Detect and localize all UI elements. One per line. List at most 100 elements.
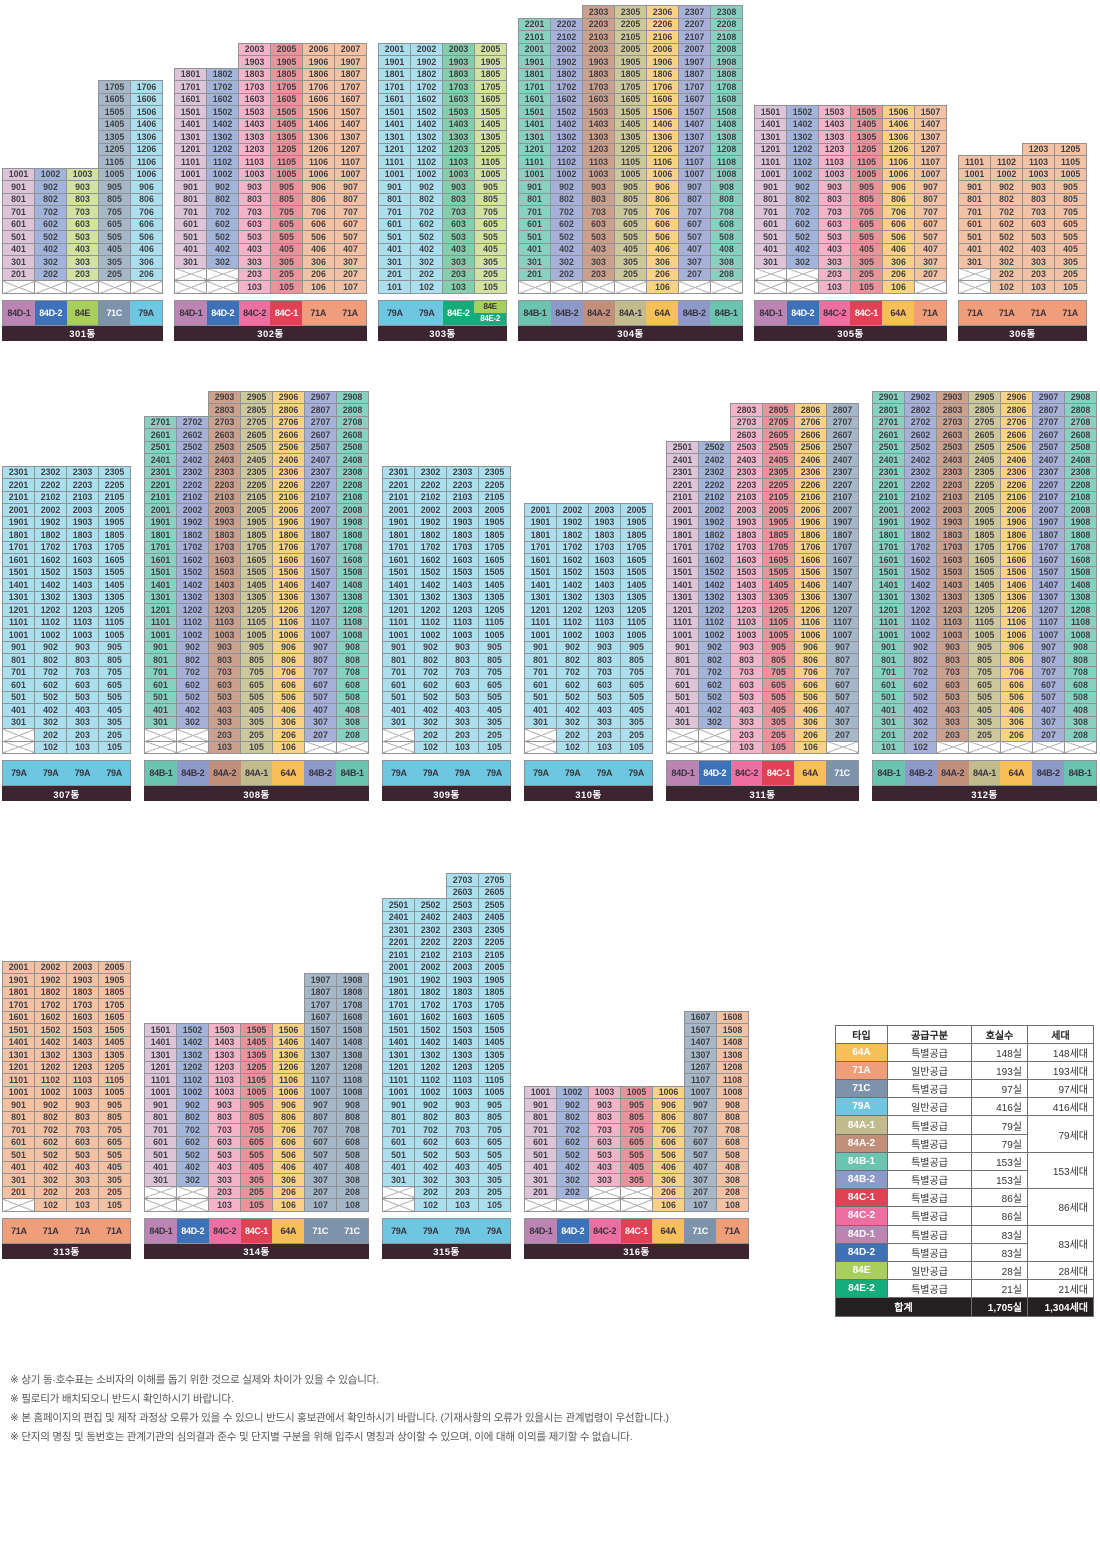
unit-cell: 308 <box>336 715 369 729</box>
buildings-row-2: 2301 2302 2303 2305 2201 2202 2203 2205 2101 2102… <box>2 390 1100 801</box>
unit-cell: 1403 <box>446 1035 479 1049</box>
unit-cell: 1302 <box>34 590 67 604</box>
unit-cell: 1005 <box>98 167 131 181</box>
unit-cell: 503 <box>818 230 851 244</box>
unit-cell: 1203 <box>730 603 763 617</box>
unit-cell: 1401 <box>518 117 551 131</box>
floor-row: 103 105 106 <box>666 740 859 754</box>
unit-cell: 1902 <box>176 515 209 529</box>
piloti-cell <box>2 1198 35 1212</box>
piloti-cell <box>176 728 209 742</box>
unit-cell: 803 <box>66 653 99 667</box>
unit-cell: 2703 <box>208 415 241 429</box>
floor-row: 1501 1502 1503 1505 1506 1507 1508 <box>518 105 743 119</box>
unit-cell: 903 <box>442 180 475 194</box>
unit-cell: 2305 <box>968 465 1001 479</box>
empty-cell <box>273 1011 305 1024</box>
floor-row: 401 402 403 405 <box>382 1160 511 1174</box>
unit-cell: 1605 <box>614 92 647 106</box>
unit-cell: 303 <box>66 715 99 729</box>
unit-cell: 806 <box>1000 653 1033 667</box>
unit-cell: 1605 <box>98 553 131 567</box>
unit-cell: 1303 <box>66 590 99 604</box>
unit-cell: 1005 <box>98 1085 131 1099</box>
floor-row: 1001 1002 1003 1005 <box>524 628 653 642</box>
unit-cell: 1903 <box>66 515 99 529</box>
unit-cell: 2002 <box>34 503 67 517</box>
unit-cell: 2706 <box>1000 415 1033 429</box>
type-label: 84A-1 <box>614 300 647 325</box>
building-name: 311동 <box>666 786 859 801</box>
unit-cell: 401 <box>144 703 177 717</box>
unit-cell: 608 <box>716 1135 749 1149</box>
unit-cell: 2301 <box>382 465 415 479</box>
unit-cell: 2708 <box>336 415 369 429</box>
unit-cell: 1005 <box>240 628 273 642</box>
unit-cell: 2103 <box>730 490 763 504</box>
unit-cell: 2707 <box>1032 415 1065 429</box>
empty-cell <box>67 118 99 131</box>
floor-row: 1901 1902 1903 1905 1906 1907 1908 <box>144 515 369 529</box>
floor-row: 901 902 903 905 906 907 908 <box>872 640 1097 654</box>
unit-cell: 706 <box>302 205 335 219</box>
empty-cell <box>35 143 67 156</box>
floor-row: 501 502 503 505 506 507 <box>666 690 859 704</box>
unit-cell: 1202 <box>414 1060 447 1074</box>
unit-cell: 305 <box>968 715 1001 729</box>
unit-cell: 407 <box>678 242 711 256</box>
unit-cell: 1107 <box>826 615 859 629</box>
unit-cell: 805 <box>478 1110 511 1124</box>
unit-cell: 2705 <box>762 415 795 429</box>
unit-cell: 1202 <box>410 142 443 156</box>
unit-cell: 205 <box>474 267 507 281</box>
unit-cell: 805 <box>762 653 795 667</box>
unit-cell: 2107 <box>1032 490 1065 504</box>
unit-cell: 2705 <box>240 415 273 429</box>
unit-cell: 1706 <box>646 80 679 94</box>
unit-cell: 2006 <box>794 503 827 517</box>
unit-cell: 1406 <box>646 117 679 131</box>
unit-cell: 803 <box>588 1110 621 1124</box>
unit-cell: 1002 <box>904 628 937 642</box>
unit-cell: 1203 <box>818 142 851 156</box>
legend-supply: 특별공급 <box>887 1133 972 1153</box>
unit-cell: 2006 <box>646 42 679 56</box>
unit-cell: 1005 <box>1054 167 1087 181</box>
unit-cell: 503 <box>238 230 271 244</box>
building-name: 302동 <box>174 325 367 341</box>
unit-cell: 206 <box>1000 728 1033 742</box>
unit-cell: 1803 <box>446 985 479 999</box>
unit-cell: 405 <box>98 242 131 256</box>
legend-row: 84A-2 특별공급 79실 <box>835 1133 1094 1153</box>
legend-row: 71A 일반공급 193실 193세대 <box>835 1060 1094 1081</box>
unit-cell: 603 <box>208 1135 241 1149</box>
piloti-cell <box>34 280 67 294</box>
floor-row: 1401 1402 1403 1405 1406 1407 1408 <box>144 578 369 592</box>
floor-row: 2101 2102 2103 2105 2106 2107 2108 <box>144 490 369 504</box>
unit-cell: 2103 <box>66 490 99 504</box>
unit-cell: 1505 <box>968 565 1001 579</box>
unit-cell: 705 <box>98 665 131 679</box>
unit-cell: 705 <box>968 665 1001 679</box>
unit-cell: 2706 <box>272 415 305 429</box>
unit-grid: 2001 2002 2003 2005 1901 1902 1903 1905 1801 1802… <box>378 42 507 294</box>
unit-cell: 702 <box>34 205 67 219</box>
floor-row: 2401 2402 2403 2405 <box>382 910 511 924</box>
unit-cell: 1101 <box>958 155 991 169</box>
floor-row: 2303 2305 2306 2307 2308 <box>519 5 743 19</box>
unit-cell: 1501 <box>382 1023 415 1037</box>
floor-row: 1301 1302 1303 1305 1306 1307 1308 <box>144 590 369 604</box>
unit-cell: 807 <box>684 1110 717 1124</box>
piloti-cell <box>582 280 615 294</box>
floor-row: 601 602 603 605 <box>378 217 507 231</box>
unit-cell: 1605 <box>762 553 795 567</box>
unit-cell: 502 <box>34 230 67 244</box>
legend-rooms: 153실 <box>971 1151 1028 1172</box>
floor-row: 1101 1102 1103 1105 <box>382 615 511 629</box>
floor-row: 1901 1902 1903 1905 <box>382 973 511 987</box>
floor-row: 701 702 703 705 <box>958 205 1087 219</box>
unit-cell: 1501 <box>378 105 411 119</box>
unit-cell: 908 <box>336 640 369 654</box>
empty-cell <box>209 1011 241 1024</box>
type-label: 71A <box>334 300 366 325</box>
